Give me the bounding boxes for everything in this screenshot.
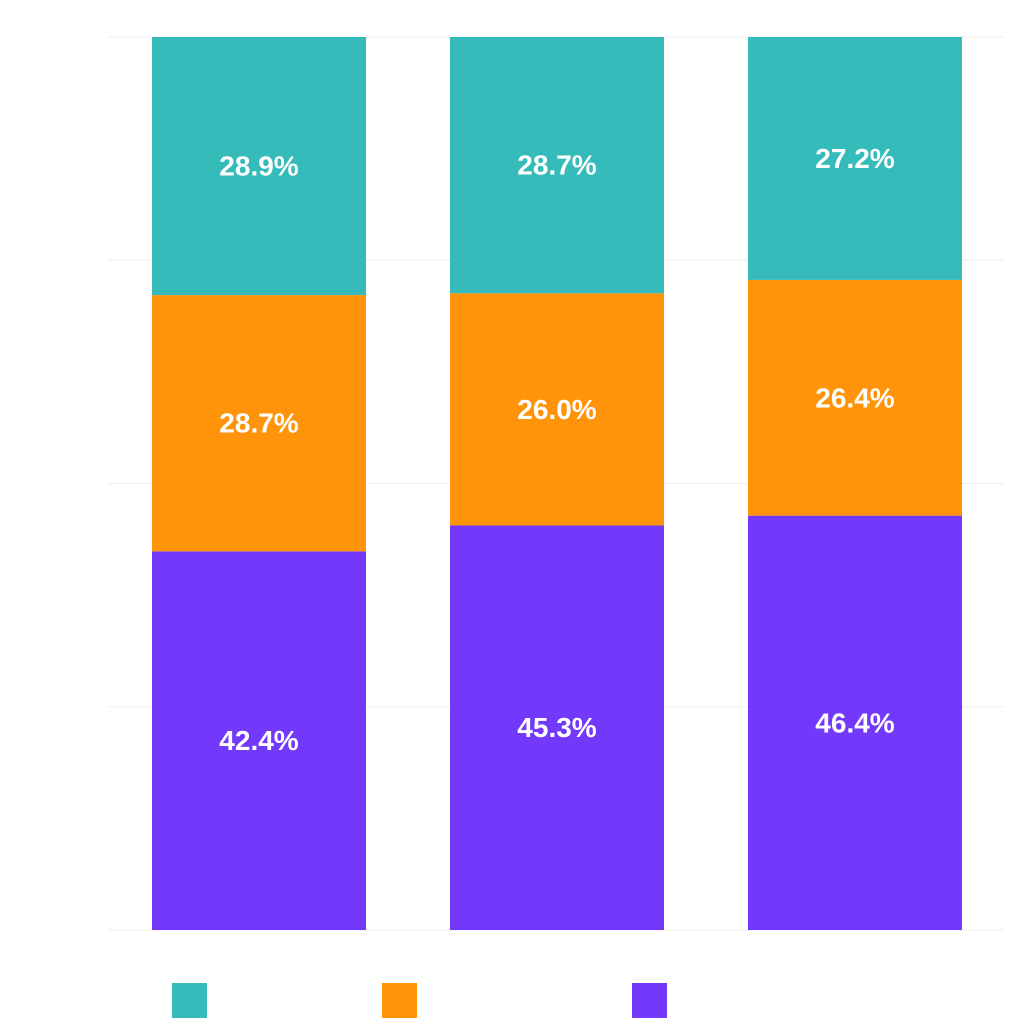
data-label-2-series-2: 26.0% xyxy=(517,394,596,425)
bar-segment-1-series-1 xyxy=(152,551,366,930)
data-label-3-series-2: 26.4% xyxy=(815,382,894,413)
bar-segment-2-series-1 xyxy=(450,525,664,930)
legend xyxy=(172,983,667,1018)
bar-segment-2-series-2 xyxy=(450,293,664,526)
bar-segment-3-series-3 xyxy=(748,37,962,280)
data-label-2-series-3: 28.7% xyxy=(517,150,596,181)
legend-swatch-series-3 xyxy=(172,983,207,1018)
data-label-3-series-1: 46.4% xyxy=(815,707,894,738)
data-labels: 42.4% 28.7% 28.9% 45.3% 26.0% 28.7% 46.4% 26.4%… xyxy=(219,143,894,756)
bar-segment-1-series-2 xyxy=(152,295,366,552)
bar-segment-2-series-3 xyxy=(450,37,664,294)
data-label-2-series-1: 45.3% xyxy=(517,712,596,743)
data-label-1-series-1: 42.4% xyxy=(219,725,298,756)
bar-segment-3-series-2 xyxy=(748,279,962,516)
bar-segment-1-series-3 xyxy=(152,37,366,296)
data-label-1-series-2: 28.7% xyxy=(219,408,298,439)
legend-swatch-series-1 xyxy=(632,983,667,1018)
legend-swatch-series-2 xyxy=(382,983,417,1018)
bar-stacks xyxy=(152,37,962,930)
data-label-3-series-3: 27.2% xyxy=(815,143,894,174)
bar-segment-3-series-1 xyxy=(748,515,962,930)
data-label-1-series-3: 28.9% xyxy=(219,151,298,182)
